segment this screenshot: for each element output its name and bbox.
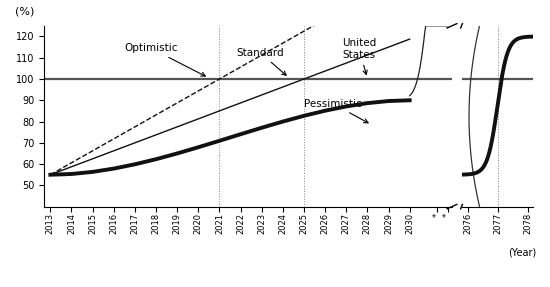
Text: United
States: United States [342,38,376,75]
Text: (Year): (Year) [509,247,537,257]
Text: (%): (%) [15,7,35,17]
Text: Optimistic: Optimistic [124,43,205,76]
Text: Pessimistic: Pessimistic [304,99,368,123]
Text: Standard: Standard [236,48,286,75]
